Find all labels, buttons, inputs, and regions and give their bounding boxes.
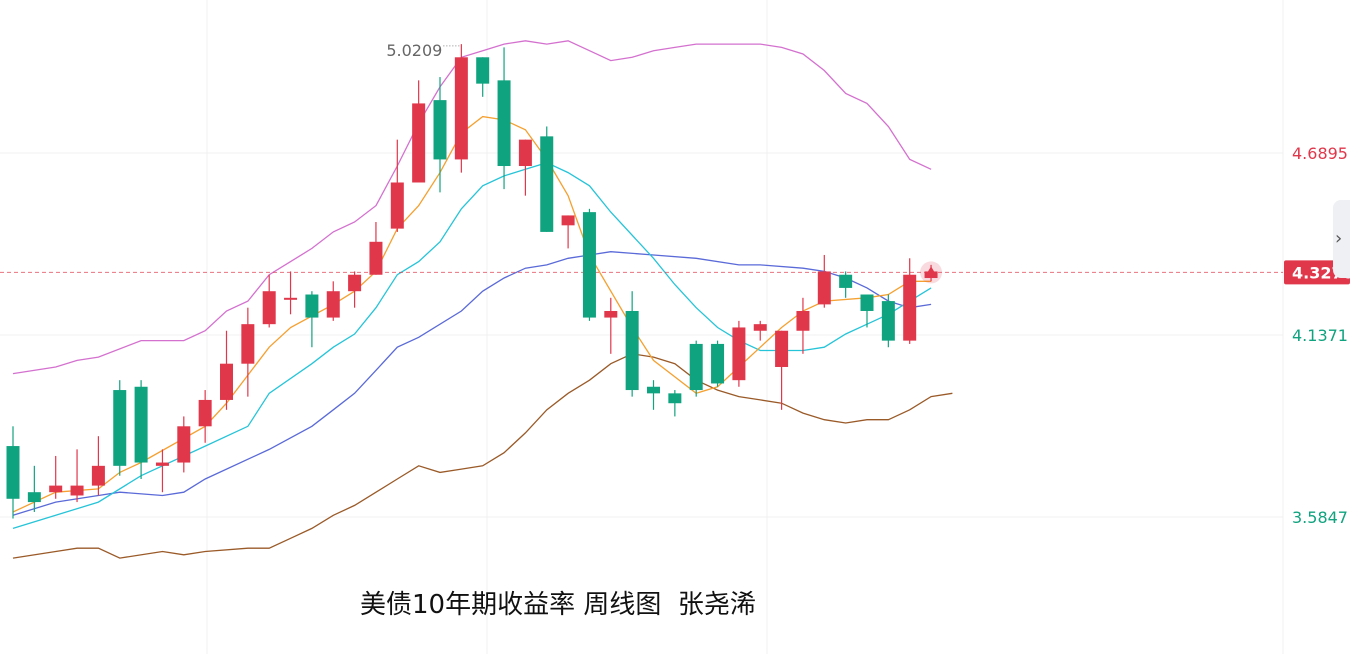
band-lower-line <box>12 353 953 559</box>
candle-body <box>625 310 639 391</box>
candle-body <box>903 274 917 341</box>
chevron-right-icon: › <box>1335 228 1343 249</box>
candle-body <box>668 393 682 404</box>
candle-body <box>91 465 105 486</box>
candle-body <box>220 363 233 400</box>
candle-body <box>647 386 660 394</box>
candle-body <box>454 57 468 160</box>
candle-body <box>113 390 127 466</box>
candle-body <box>390 182 404 229</box>
candle-body <box>476 57 490 84</box>
candle-body <box>369 241 383 275</box>
chart-caption: 美债10年期收益率 周线图 张尧浠 <box>360 590 756 620</box>
candle-body <box>326 291 340 318</box>
candle-body <box>70 485 84 496</box>
candle-body <box>241 324 255 364</box>
candle-body <box>753 324 767 331</box>
candle-body <box>412 103 426 183</box>
candle-body <box>49 485 63 493</box>
candle-body <box>881 301 895 341</box>
candle-body <box>796 310 810 331</box>
candle-body <box>732 327 746 381</box>
up-arrow-icon <box>925 266 938 277</box>
price-axis-label: 3.5847 <box>1292 508 1348 527</box>
ma-fast-line <box>12 115 932 513</box>
candle-body <box>540 136 554 232</box>
candle-body <box>6 446 20 499</box>
candle-body <box>198 399 212 427</box>
ma-slow-line <box>12 251 932 516</box>
ma-mid-line <box>12 162 932 530</box>
scroll-right-button[interactable]: › <box>1333 200 1350 278</box>
candle-body <box>860 294 874 311</box>
candle-body <box>775 330 789 367</box>
candle-body <box>348 274 362 292</box>
candle-body <box>433 100 447 160</box>
candle-body <box>711 343 725 384</box>
candle-body <box>155 462 169 466</box>
high-marker-label: 5.0209 <box>386 41 442 60</box>
candle-body <box>518 139 532 167</box>
price-axis-label: 4.6895 <box>1292 144 1348 163</box>
candle-body <box>305 294 319 318</box>
candle-body <box>689 343 703 391</box>
candle-body <box>839 274 853 288</box>
candle-body <box>604 310 618 318</box>
candle-body <box>497 80 511 167</box>
candle-body <box>582 212 596 318</box>
band-upper-line <box>12 40 932 375</box>
candle-body <box>561 215 575 226</box>
candle-body <box>284 297 298 300</box>
candle-body <box>134 386 148 463</box>
candle-body <box>262 291 276 325</box>
candle-body <box>817 271 831 305</box>
candle-body <box>27 492 41 503</box>
candle-body <box>177 426 191 463</box>
price-axis-label: 4.1371 <box>1292 326 1348 345</box>
